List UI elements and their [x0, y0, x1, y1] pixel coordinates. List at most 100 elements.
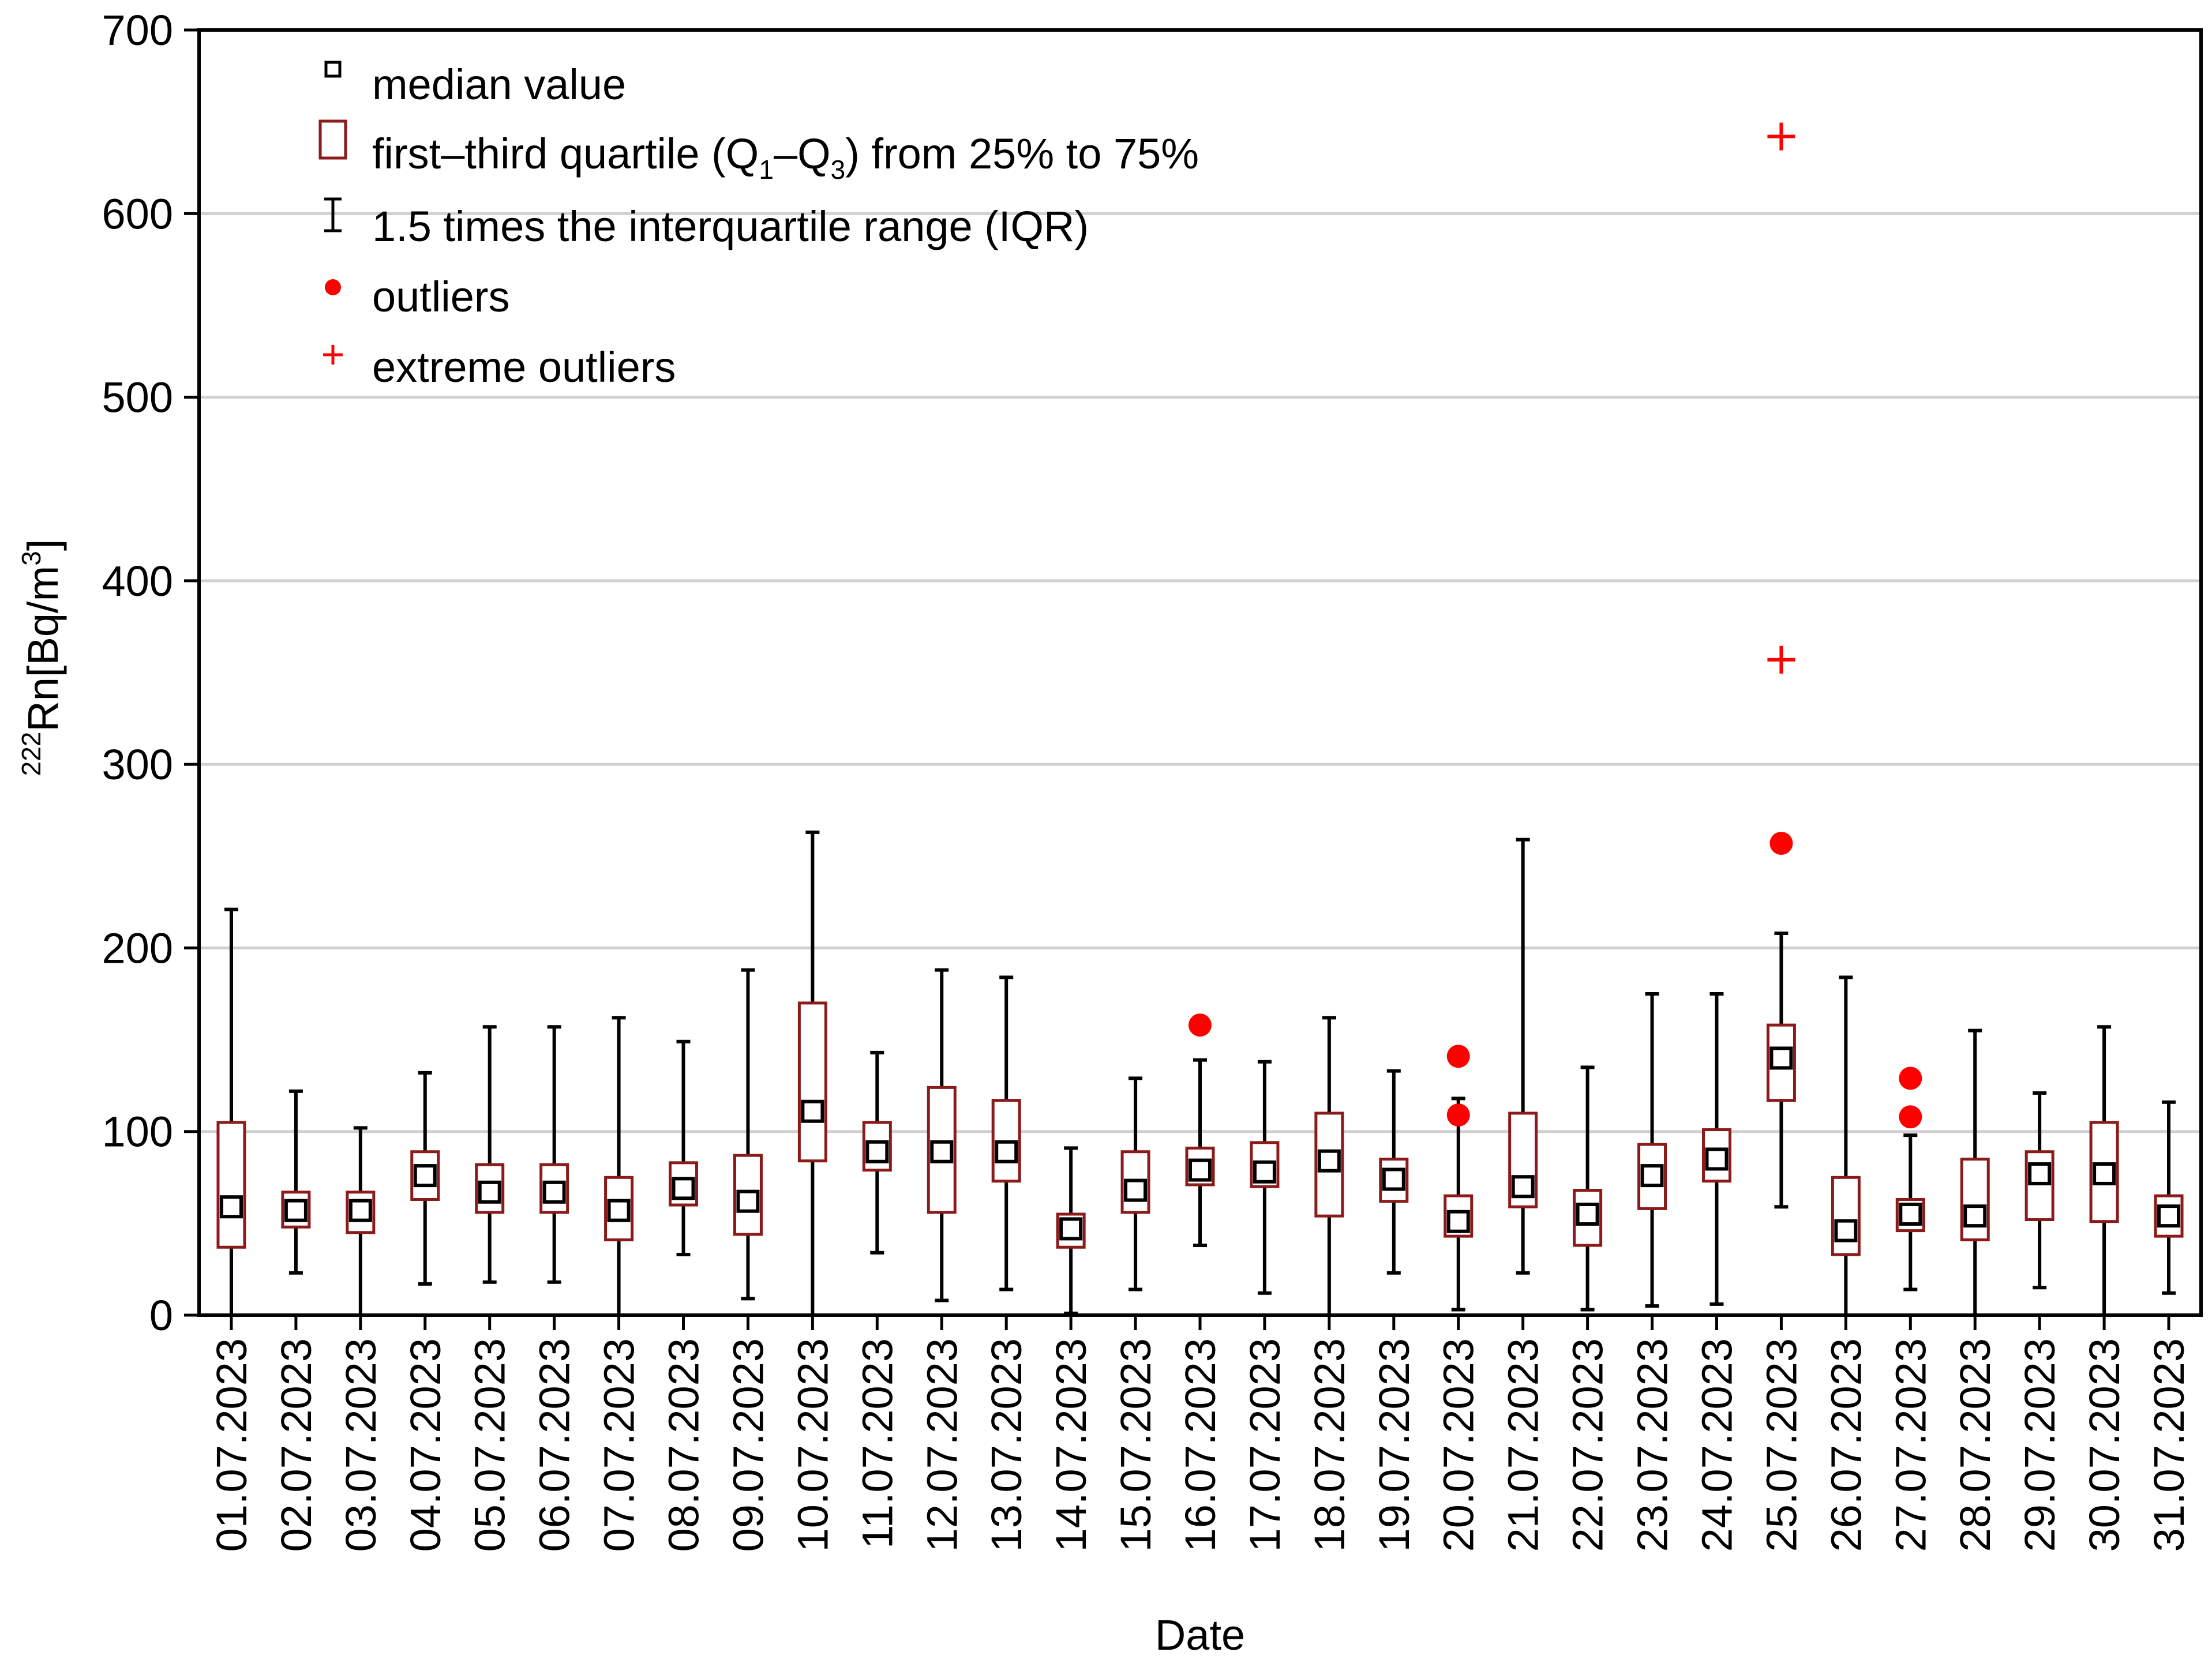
median-marker [672, 1177, 695, 1200]
legend-quartile-sub1: 1 [759, 155, 774, 185]
y-axis-title-close: ] [19, 539, 67, 551]
median-marker [478, 1180, 501, 1204]
median-marker [1963, 1204, 1987, 1228]
box-group [2154, 1100, 2184, 1295]
x-tick-label: 18.07.2023 [1306, 1338, 1354, 1552]
box-group [733, 968, 763, 1301]
x-tick-label: 30.07.2023 [2080, 1338, 2128, 1552]
x-tick-label: 24.07.2023 [1693, 1338, 1741, 1552]
legend-quartile-label: first–third quartile (Q1–Q3) from 25% to… [372, 130, 1199, 185]
x-tick-label: 12.07.2023 [918, 1338, 966, 1552]
iqr-box [216, 1121, 246, 1249]
iqr-box [2024, 1150, 2054, 1221]
median-marker [348, 1199, 372, 1222]
box-group [2089, 1025, 2119, 1315]
x-tick-label: 28.07.2023 [1951, 1338, 1999, 1552]
x-tick-label: 11.07.2023 [853, 1338, 901, 1549]
legend-quartile-mid: –Q [774, 130, 831, 178]
legend-median-marker [324, 61, 342, 78]
outlier-layer [1189, 122, 1922, 1129]
median-marker [607, 1199, 631, 1222]
box-group [1379, 1069, 1409, 1275]
iqr-box [1960, 1157, 1990, 1242]
extreme-outlier-point [1767, 122, 1795, 151]
y-tick-label: 600 [102, 190, 173, 238]
median-marker [1382, 1167, 1405, 1191]
median-marker [1576, 1202, 1599, 1226]
legend-quartile-marker [318, 119, 347, 160]
x-tick-label: 06.07.2023 [531, 1338, 579, 1552]
median-marker [2157, 1204, 2181, 1228]
box-group [1960, 1028, 1990, 1315]
median-marker [1705, 1147, 1729, 1171]
x-tick-label: 31.07.2023 [2145, 1338, 2193, 1552]
median-marker [219, 1195, 243, 1219]
x-tick-label: 08.07.2023 [660, 1338, 708, 1552]
x-tick-label: 16.07.2023 [1176, 1338, 1224, 1552]
outlier-point [1189, 1013, 1212, 1037]
legend: median value first–third quartile (Q1–Q3… [318, 61, 1199, 391]
y-axis-ticks: 0 100 200 300 400 500 600 700 [102, 6, 199, 1339]
x-tick-label: 10.07.2023 [789, 1338, 837, 1552]
x-tick-label: 13.07.2023 [983, 1338, 1030, 1552]
x-tick-label: 29.07.2023 [2016, 1338, 2064, 1552]
box-group [346, 1126, 376, 1315]
median-marker [801, 1099, 824, 1123]
iqr-box [1831, 1176, 1861, 1256]
outlier-point [1899, 1067, 1922, 1090]
box-group [216, 907, 246, 1315]
box-group [862, 1050, 892, 1255]
x-tick-label: 27.07.2023 [1887, 1338, 1934, 1552]
box-group [1895, 1133, 1925, 1291]
box-group [927, 968, 957, 1302]
median-marker [995, 1140, 1018, 1163]
x-tick-label: 07.07.2023 [595, 1338, 643, 1552]
median-marker [1834, 1219, 1858, 1242]
x-axis-ticks: 01.07.2023 02.07.2023 03.07.2023 04.07.2023… [208, 1315, 2193, 1552]
box-group [1831, 975, 1861, 1315]
y-tick-label: 500 [102, 374, 173, 422]
median-marker [1317, 1149, 1341, 1173]
x-tick-label: 19.07.2023 [1370, 1338, 1418, 1552]
legend-median-label: median value [372, 61, 626, 108]
outlier-point [1769, 832, 1793, 855]
y-tick-label: 100 [102, 1108, 173, 1156]
x-tick-label: 22.07.2023 [1564, 1338, 1612, 1552]
outlier-point [1446, 1045, 1470, 1068]
box-group [1185, 1058, 1215, 1248]
x-tick-label: 05.07.2023 [466, 1338, 514, 1552]
box-group [797, 830, 827, 1315]
grid-layer [199, 212, 2201, 1133]
x-tick-label: 04.07.2023 [402, 1338, 449, 1552]
box-group [1637, 992, 1667, 1308]
x-tick-label: 20.07.2023 [1435, 1338, 1483, 1552]
box-group [410, 1071, 440, 1286]
box-group [1701, 992, 1731, 1306]
median-marker [284, 1199, 308, 1222]
legend-extreme-marker [323, 345, 343, 365]
legend-outlier-marker [325, 279, 341, 295]
median-marker [865, 1140, 889, 1163]
box-group [669, 1039, 699, 1256]
extreme-outlier-point [1767, 645, 1795, 674]
x-tick-label: 15.07.2023 [1112, 1338, 1160, 1552]
box-group [604, 1016, 634, 1315]
x-tick-label: 09.07.2023 [724, 1338, 772, 1552]
median-marker [2028, 1162, 2052, 1185]
box-group [2024, 1091, 2054, 1290]
y-axis-title-isotope: 222 [16, 732, 46, 776]
median-marker [1124, 1178, 1148, 1202]
legend-quartile-sub3: 3 [831, 155, 846, 185]
iqr-box [797, 1001, 827, 1163]
x-tick-label: 25.07.2023 [1757, 1338, 1805, 1552]
y-tick-label: 400 [102, 557, 173, 605]
legend-outlier-label: outliers [372, 273, 510, 321]
legend-quartile-prefix: first–third quartile (Q [372, 130, 759, 178]
box-layer [216, 830, 2184, 1315]
box-group [1250, 1060, 1280, 1295]
median-marker [1640, 1164, 1664, 1188]
legend-quartile-suffix: ) from 25% to 75% [845, 130, 1199, 178]
box-group [475, 1025, 505, 1284]
